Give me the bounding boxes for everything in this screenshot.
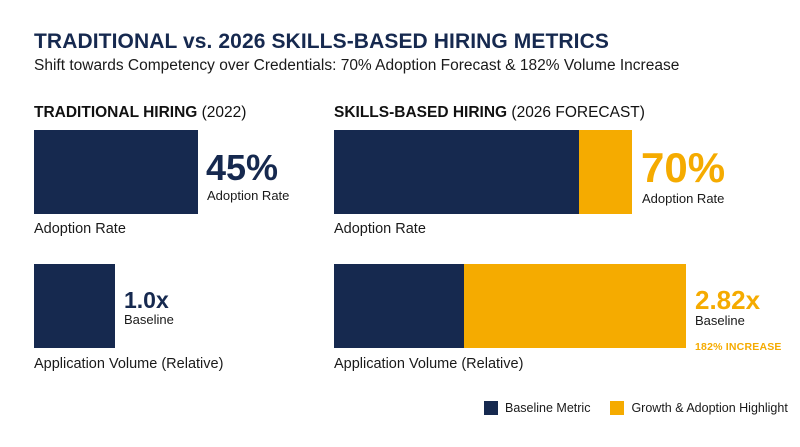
- panel-suffix-skills: (2026 FORECAST): [511, 104, 645, 121]
- skills-adoption-bar-track: [334, 130, 764, 214]
- legend-swatch-baseline: [484, 401, 498, 415]
- panel-suffix-traditional: (2022): [201, 104, 247, 121]
- traditional-adoption-bar-track: [34, 130, 404, 214]
- skills-volume-growth-segment: [464, 264, 686, 348]
- legend-item-growth: Growth & Adoption Highlight: [610, 401, 788, 415]
- panel-title-skills: SKILLS-BASED HIRING: [334, 104, 508, 121]
- panel-heading-skills: SKILLS-BASED HIRING (2026 FORECAST): [334, 104, 645, 122]
- traditional-volume-value-sub: Baseline: [124, 312, 174, 327]
- legend: Baseline Metric Growth & Adoption Highli…: [484, 401, 788, 415]
- traditional-volume-label: Application Volume (Relative): [34, 356, 224, 372]
- skills-adoption-label: Adoption Rate: [334, 221, 426, 237]
- legend-label-baseline: Baseline Metric: [505, 401, 591, 415]
- traditional-adoption-value: 45%: [206, 147, 279, 188]
- panel-title-traditional: TRADITIONAL HIRING: [34, 104, 198, 121]
- skills-volume-value: 2.82x: [695, 285, 761, 315]
- traditional-adoption-value-sub: Adoption Rate: [207, 188, 290, 203]
- skills-volume-label: Application Volume (Relative): [334, 356, 524, 372]
- panel-heading-traditional: TRADITIONAL HIRING (2022): [34, 104, 246, 122]
- traditional-volume-value: 1.0x: [124, 287, 169, 313]
- traditional-adoption-label: Adoption Rate: [34, 221, 126, 237]
- legend-swatch-growth: [610, 401, 625, 415]
- chart-subtitle: Shift towards Competency over Credential…: [34, 57, 680, 74]
- skills-volume-value-sub: Baseline: [695, 313, 745, 328]
- skills-adoption-baseline-segment: [334, 130, 579, 214]
- skills-volume-bar-track: [334, 264, 686, 348]
- skills-adoption-growth-segment: [579, 130, 632, 214]
- traditional-volume-bar: [34, 264, 115, 348]
- skills-adoption-value: 70%: [641, 144, 726, 191]
- chart-title: TRADITIONAL vs. 2026 SKILLS-BASED HIRING…: [34, 30, 609, 53]
- traditional-volume-bar-track: [34, 264, 404, 348]
- legend-label-growth: Growth & Adoption Highlight: [631, 401, 788, 415]
- skills-volume-increase-annotation: 182% INCREASE: [695, 341, 782, 353]
- skills-volume-baseline-segment: [334, 264, 464, 348]
- skills-adoption-value-sub: Adoption Rate: [642, 191, 725, 206]
- traditional-adoption-bar: [34, 130, 198, 214]
- legend-item-baseline: Baseline Metric: [484, 401, 590, 415]
